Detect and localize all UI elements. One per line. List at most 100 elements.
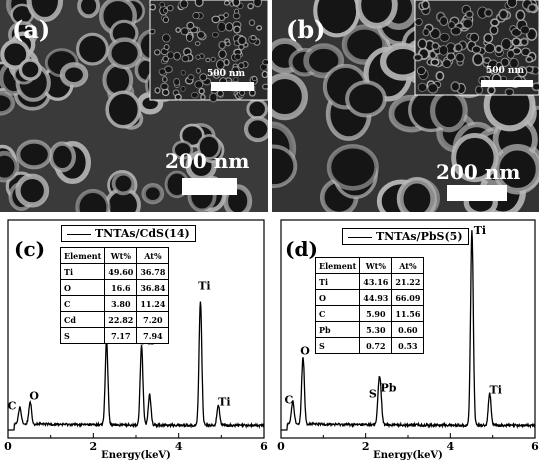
inset-nanotube xyxy=(162,16,169,24)
inset-nanotube xyxy=(483,8,493,18)
inset-nanotube xyxy=(154,87,161,94)
table-header-cell: At% xyxy=(391,257,425,274)
inset-nanotube xyxy=(162,33,171,43)
inset-nanotube xyxy=(430,58,440,67)
inset-nanotube xyxy=(447,20,456,30)
peak-label: Pb xyxy=(380,381,396,394)
inset-nanotube xyxy=(167,51,175,60)
inset-nanotube xyxy=(194,0,204,8)
inset-nanotube xyxy=(175,27,181,33)
table-cell: Cd xyxy=(59,311,106,328)
inset-nanotube xyxy=(520,25,530,35)
inset-nanotube xyxy=(216,90,224,97)
inset-nanotube xyxy=(194,80,204,89)
inset-nanotube xyxy=(195,54,201,60)
element-table-d: Element Wt% At% Ti 43.16 21.22 O 44.93 66.09 C 5.9… xyxy=(314,257,425,354)
nanotube xyxy=(59,62,89,88)
inset-nanotube xyxy=(454,42,463,53)
inset-nanotube xyxy=(494,44,503,54)
inset-nanotube xyxy=(422,28,430,37)
table-cell: 11.24 xyxy=(136,295,170,312)
inset-nanotube xyxy=(262,83,268,90)
inset-nanotube xyxy=(211,15,221,24)
nanotube xyxy=(15,173,50,208)
nanotube xyxy=(77,0,101,19)
table-cell: 11.56 xyxy=(391,305,425,322)
peak-label: Ti xyxy=(198,280,210,293)
inset-nanotube xyxy=(180,70,186,76)
table-cell: C xyxy=(314,305,361,322)
inset-nanotube xyxy=(520,47,531,57)
inset-nanotube xyxy=(435,70,445,81)
inset-nanotube xyxy=(427,82,439,94)
inset-nanotube xyxy=(442,59,452,69)
legend-d: TNTAs/PbS(5) xyxy=(342,228,469,245)
inset-nanotube xyxy=(194,41,201,46)
nanotube xyxy=(26,0,64,23)
inset-nanotube xyxy=(163,44,170,51)
nanotube xyxy=(326,144,379,191)
inset-nanotube xyxy=(450,81,461,92)
peak-label: S xyxy=(369,387,377,400)
inset-nanotube xyxy=(417,82,428,92)
table-cell: 66.09 xyxy=(391,289,425,306)
inset-nanotube xyxy=(166,4,174,12)
scale-label-a: 200 nm xyxy=(165,149,249,173)
inset-scale-bar-b xyxy=(481,80,533,87)
x-axis-label-d: Energy(keV) xyxy=(373,450,443,461)
inset-nanotube xyxy=(210,56,216,63)
inset-nanotube xyxy=(218,40,227,50)
inset-nanotube xyxy=(439,16,449,27)
inset-nanotube xyxy=(446,52,456,61)
inset-nanotube xyxy=(504,88,515,97)
legend-label-c: TNTAs/CdS(14) xyxy=(95,227,190,240)
inset-nanotube xyxy=(187,74,195,81)
nanotube xyxy=(102,62,134,98)
inset-nanotube xyxy=(179,0,189,9)
inset-nanotube xyxy=(482,56,491,64)
x-tick-label: 0 xyxy=(277,440,285,453)
inset-nanotube xyxy=(223,0,230,6)
panel-label-c: (c) xyxy=(14,237,45,261)
x-tick-label: 0 xyxy=(4,440,12,453)
nanotube xyxy=(396,176,437,212)
sem-micrograph-a: (a) 500 nm 200 nm xyxy=(0,0,268,212)
x-tick-label: 6 xyxy=(531,440,539,453)
inset-nanotube xyxy=(495,61,503,71)
peak-label: C xyxy=(284,394,293,407)
nanotube xyxy=(272,144,298,189)
inset-nanotube xyxy=(181,54,190,63)
inset-nanotube xyxy=(509,57,519,69)
inset-nanotube xyxy=(472,52,484,67)
inset-nanotube xyxy=(195,67,202,74)
inset-nanotube xyxy=(261,70,268,79)
peak-label: Ti xyxy=(490,383,502,396)
inset-nanotube xyxy=(225,22,234,32)
inset-nanotube xyxy=(173,78,181,86)
inset-nanotube xyxy=(232,0,241,7)
inset-nanotube xyxy=(234,53,242,61)
table-cell: 0.60 xyxy=(391,321,425,338)
table-cell: 16.6 xyxy=(104,279,138,296)
inset-nanotube xyxy=(421,0,430,10)
inset-scale-label-b: 500 nm xyxy=(486,66,524,76)
inset-nanotube xyxy=(174,93,182,101)
nanotube xyxy=(16,139,52,170)
legend-line-d xyxy=(348,236,372,238)
table-cell: 0.72 xyxy=(359,337,393,354)
inset-nanotube xyxy=(219,68,227,76)
x-tick-label: 2 xyxy=(90,440,98,453)
table-header-row: Element Wt% At% xyxy=(314,257,425,274)
nanotube xyxy=(272,72,308,121)
panel-label-d: (d) xyxy=(285,237,318,261)
inset-nanotube xyxy=(498,8,509,21)
table-row: O 44.93 66.09 xyxy=(314,289,425,306)
inset-nanotube xyxy=(515,9,526,22)
inset-nanotube xyxy=(501,38,512,50)
table-cell: Ti xyxy=(59,263,106,280)
nanotube xyxy=(243,116,268,143)
inset-scale-bar-a xyxy=(211,82,254,91)
